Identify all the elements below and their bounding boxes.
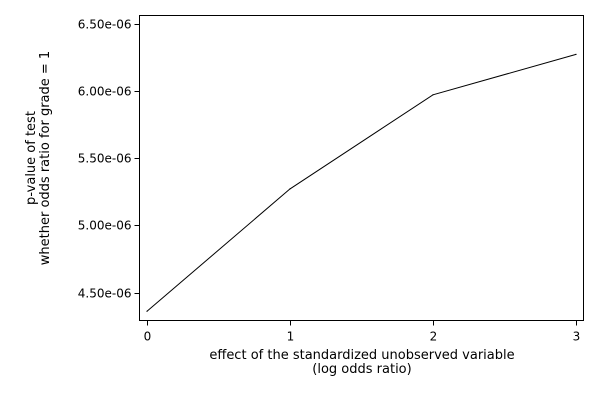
x-tick-label: 1 — [287, 330, 295, 344]
x-tick-label: 2 — [430, 330, 438, 344]
data-point — [146, 310, 148, 312]
y-tick-label: 5.50e-06 — [78, 152, 132, 166]
data-point — [432, 94, 434, 96]
y-tick-label: 6.00e-06 — [78, 85, 132, 99]
x-axis-label-line-2: (log odds ratio) — [312, 362, 411, 377]
x-axis-ticks: 0 1 2 3 — [144, 320, 581, 344]
data-point — [289, 188, 291, 190]
x-tick-label: 0 — [144, 330, 152, 344]
y-tick-label: 5.00e-06 — [78, 219, 132, 233]
y-axis-label-line-2: whether odds ratio for grade = 1 — [38, 51, 53, 265]
x-axis-label-line-1: effect of the standardized unobserved va… — [209, 348, 514, 363]
data-point — [575, 53, 577, 56]
series-layer — [146, 53, 577, 312]
y-tick-label: 4.50e-06 — [78, 287, 132, 301]
series-line — [146, 53, 577, 312]
x-tick-label: 3 — [573, 330, 581, 344]
y-axis-label-line-1: p-value of test — [24, 111, 39, 205]
y-axis-ticks: 4.50e-06 5.00e-06 5.50e-06 6.00e-06 6.50e-06 — [78, 18, 140, 301]
plot-area-frame — [139, 15, 584, 321]
y-tick-label: 6.50e-06 — [78, 18, 132, 32]
